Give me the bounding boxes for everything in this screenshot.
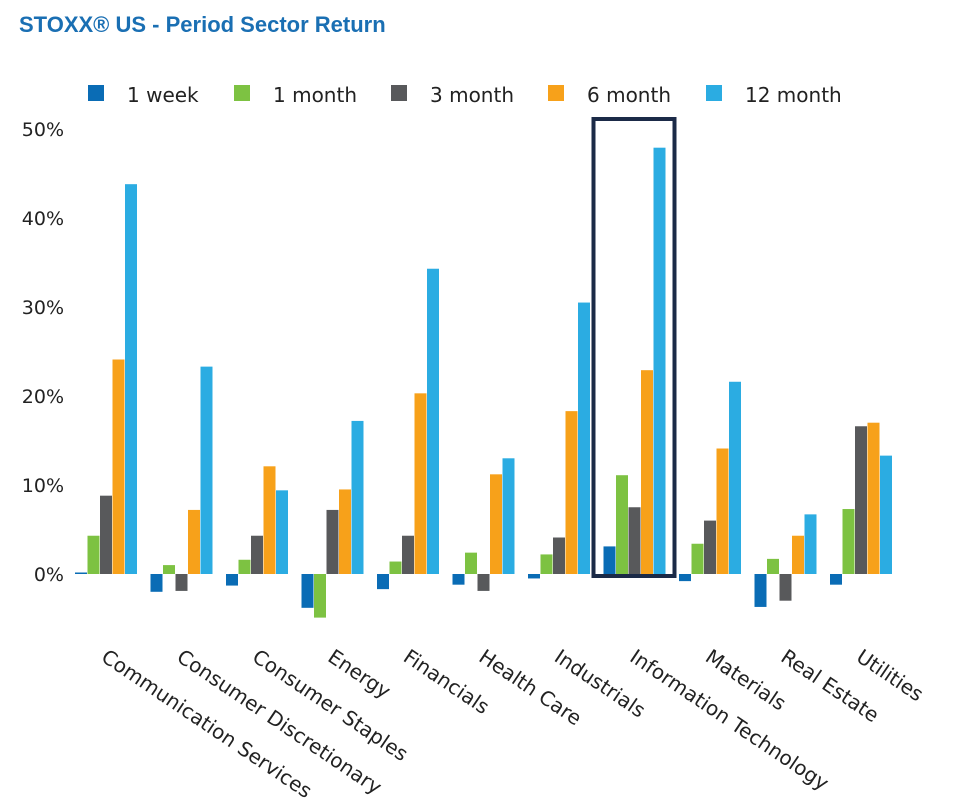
bar — [653, 147, 666, 574]
bar — [377, 574, 389, 590]
legend-swatch — [548, 85, 564, 101]
legend: 1 week 1 month 3 month 6 month 12 month — [88, 83, 842, 107]
bar — [75, 572, 87, 574]
bar — [125, 184, 137, 574]
legend-swatch — [391, 85, 407, 101]
bar — [779, 574, 792, 601]
bar — [427, 268, 439, 574]
highlight-box — [591, 117, 677, 578]
bar — [616, 475, 628, 574]
bar — [767, 558, 779, 574]
legend-swatch — [88, 85, 104, 101]
bar — [830, 574, 842, 585]
bar — [477, 574, 490, 591]
highlight-group — [591, 117, 677, 578]
bar — [490, 474, 502, 574]
bar — [855, 426, 867, 574]
bars — [75, 147, 892, 618]
bar — [716, 448, 729, 574]
bar — [301, 574, 314, 608]
bar — [528, 574, 540, 579]
bar — [628, 507, 641, 574]
bar — [100, 495, 112, 574]
legend-label: 3 month — [430, 83, 514, 107]
bar — [175, 574, 188, 591]
bar — [163, 565, 175, 574]
y-tick-label: 0% — [34, 564, 64, 586]
bar — [402, 535, 414, 574]
bar — [704, 520, 716, 574]
bar — [414, 393, 427, 574]
bar — [326, 509, 339, 574]
bar — [792, 535, 804, 574]
y-axis: 0% 10% 20% 30% 40% 50% — [22, 119, 64, 586]
chart-title: STOXX® US - Period Sector Return — [19, 12, 386, 37]
bar — [565, 411, 578, 574]
bar — [880, 455, 892, 574]
bar — [729, 381, 741, 574]
bar — [263, 466, 276, 574]
bar — [867, 422, 880, 574]
bar — [389, 561, 402, 574]
bar — [452, 574, 465, 585]
y-tick-label: 50% — [22, 119, 64, 141]
bar — [276, 490, 288, 574]
bar — [465, 552, 477, 574]
bar — [87, 535, 100, 574]
bar — [679, 574, 691, 582]
bar — [691, 543, 704, 574]
bar — [351, 420, 364, 574]
legend-swatch — [234, 85, 250, 101]
bar — [754, 574, 767, 607]
bar — [540, 554, 553, 574]
bar — [314, 574, 326, 618]
bar — [188, 509, 200, 574]
bar — [112, 359, 125, 574]
bar — [339, 489, 351, 574]
legend-label: 1 month — [273, 83, 357, 107]
y-tick-label: 10% — [22, 475, 64, 497]
y-tick-label: 30% — [22, 297, 64, 319]
bar — [200, 366, 213, 574]
bar — [502, 458, 515, 574]
bar — [251, 535, 263, 574]
legend-label: 12 month — [745, 83, 842, 107]
bar — [603, 546, 616, 574]
bar — [238, 559, 251, 574]
bar — [553, 537, 565, 574]
y-tick-label: 40% — [22, 208, 64, 230]
legend-label: 6 month — [587, 83, 671, 107]
bar — [578, 302, 590, 574]
bar — [804, 514, 817, 574]
bar — [150, 574, 163, 592]
y-tick-label: 20% — [22, 386, 64, 408]
bar — [641, 370, 653, 574]
legend-swatch — [706, 85, 722, 101]
bar — [842, 509, 855, 574]
bar — [226, 574, 238, 586]
legend-label: 1 week — [127, 83, 199, 107]
